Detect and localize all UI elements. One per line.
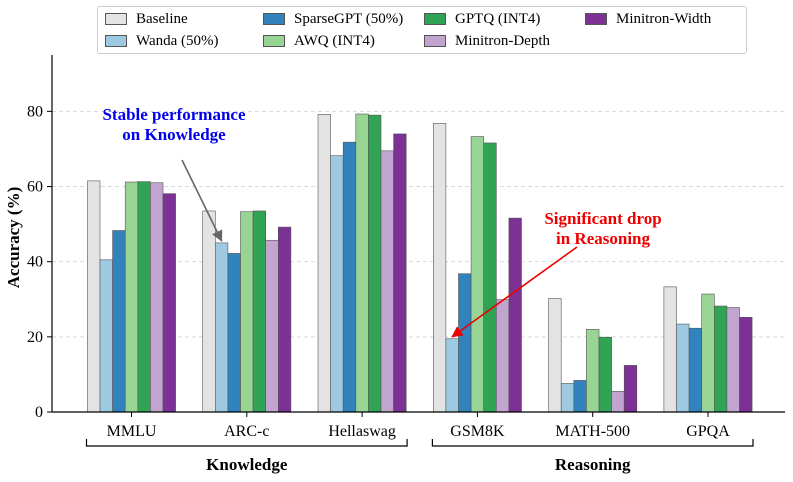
y-tick-label: 0 — [35, 404, 43, 421]
tick-labels: 0 20 40 60 80 MMLU ARC-c Hellaswag GSM8K MATH-500… — [4, 103, 730, 474]
bar — [150, 182, 164, 413]
bar — [137, 181, 151, 413]
legend-swatch — [105, 35, 127, 47]
bar — [676, 323, 690, 413]
bar — [124, 181, 139, 413]
bar — [548, 298, 562, 413]
group-label: Knowledge — [206, 455, 288, 474]
group-label: Reasoning — [555, 455, 631, 474]
legend-label: Minitron-Width — [616, 10, 712, 27]
x-tick-label: MMLU — [107, 423, 157, 440]
bar — [495, 299, 510, 413]
group-bracket — [85, 439, 408, 447]
bar — [458, 273, 472, 413]
group-bracket — [431, 439, 754, 447]
bar — [265, 239, 279, 413]
legend-item: Baseline — [105, 9, 188, 29]
bar — [240, 211, 254, 413]
legend-item: Minitron-Depth — [424, 31, 550, 51]
bar — [368, 114, 382, 413]
bar — [713, 305, 728, 413]
legend-item: Minitron-Width — [585, 9, 711, 29]
legend-label: Minitron-Depth — [455, 32, 550, 49]
bar — [701, 293, 715, 413]
bar — [87, 180, 101, 413]
annotation-text: in Reasoning — [556, 229, 650, 248]
bar — [355, 113, 369, 413]
bar — [663, 286, 677, 413]
y-axis-title: Accuracy (%) — [4, 187, 23, 289]
bar — [277, 226, 292, 413]
bar — [99, 259, 113, 413]
bar — [586, 329, 600, 413]
bar — [380, 150, 394, 413]
axes — [47, 55, 785, 447]
bar — [317, 114, 331, 413]
bar — [112, 230, 126, 413]
x-tick-label: MATH-500 — [555, 423, 630, 440]
bar — [483, 142, 497, 413]
legend-swatch — [585, 13, 607, 25]
legend-label: Wanda (50%) — [136, 32, 219, 49]
bar — [252, 210, 267, 413]
bar — [330, 155, 344, 413]
bar — [598, 336, 612, 413]
annotation-arrow — [451, 246, 578, 338]
bar — [393, 133, 407, 413]
bar — [162, 193, 176, 413]
bars — [87, 113, 753, 413]
x-tick-label: ARC-c — [224, 423, 269, 440]
legend-swatch — [263, 35, 285, 47]
bar — [508, 217, 522, 413]
x-tick-label: GSM8K — [450, 423, 505, 440]
bar — [342, 141, 357, 413]
legend-label: AWQ (INT4) — [294, 32, 375, 49]
legend-item: SparseGPT (50%) — [263, 9, 403, 29]
legend-label: SparseGPT (50%) — [294, 10, 404, 27]
legend-label: Baseline — [136, 10, 188, 27]
bar — [739, 317, 753, 413]
annotation-text: on Knowledge — [122, 125, 226, 144]
y-tick-label: 60 — [27, 179, 43, 196]
bar — [202, 210, 216, 413]
legend-swatch — [263, 13, 285, 25]
bar — [726, 307, 740, 413]
bar — [215, 242, 229, 413]
bar — [611, 391, 625, 413]
legend-swatch — [105, 13, 127, 25]
bar — [470, 136, 485, 413]
annotation-arrow — [181, 159, 223, 242]
bar — [573, 380, 587, 413]
legend-swatch — [424, 13, 446, 25]
y-tick-label: 80 — [27, 103, 43, 120]
annotation-text: Stable performance — [102, 105, 246, 124]
x-tick-label: Hellaswag — [328, 423, 396, 440]
legend-item: Wanda (50%) — [105, 31, 219, 51]
bar — [432, 123, 447, 413]
annotation-text: Significant drop — [544, 209, 661, 228]
x-tick-label: GPQA — [686, 423, 730, 440]
bar — [688, 327, 702, 413]
bar — [560, 383, 575, 413]
legend-item: GPTQ (INT4) — [424, 9, 540, 29]
y-tick-label: 40 — [27, 254, 43, 271]
bar — [445, 338, 459, 413]
legend: Baseline Wanda (50%) SparseGPT (50%) AWQ (I… — [97, 6, 747, 54]
bar — [227, 253, 241, 413]
legend-item: AWQ (INT4) — [263, 31, 375, 51]
legend-label: GPTQ (INT4) — [455, 10, 541, 27]
y-tick-label: 20 — [27, 329, 43, 346]
bar — [623, 365, 638, 413]
legend-swatch — [424, 35, 446, 47]
